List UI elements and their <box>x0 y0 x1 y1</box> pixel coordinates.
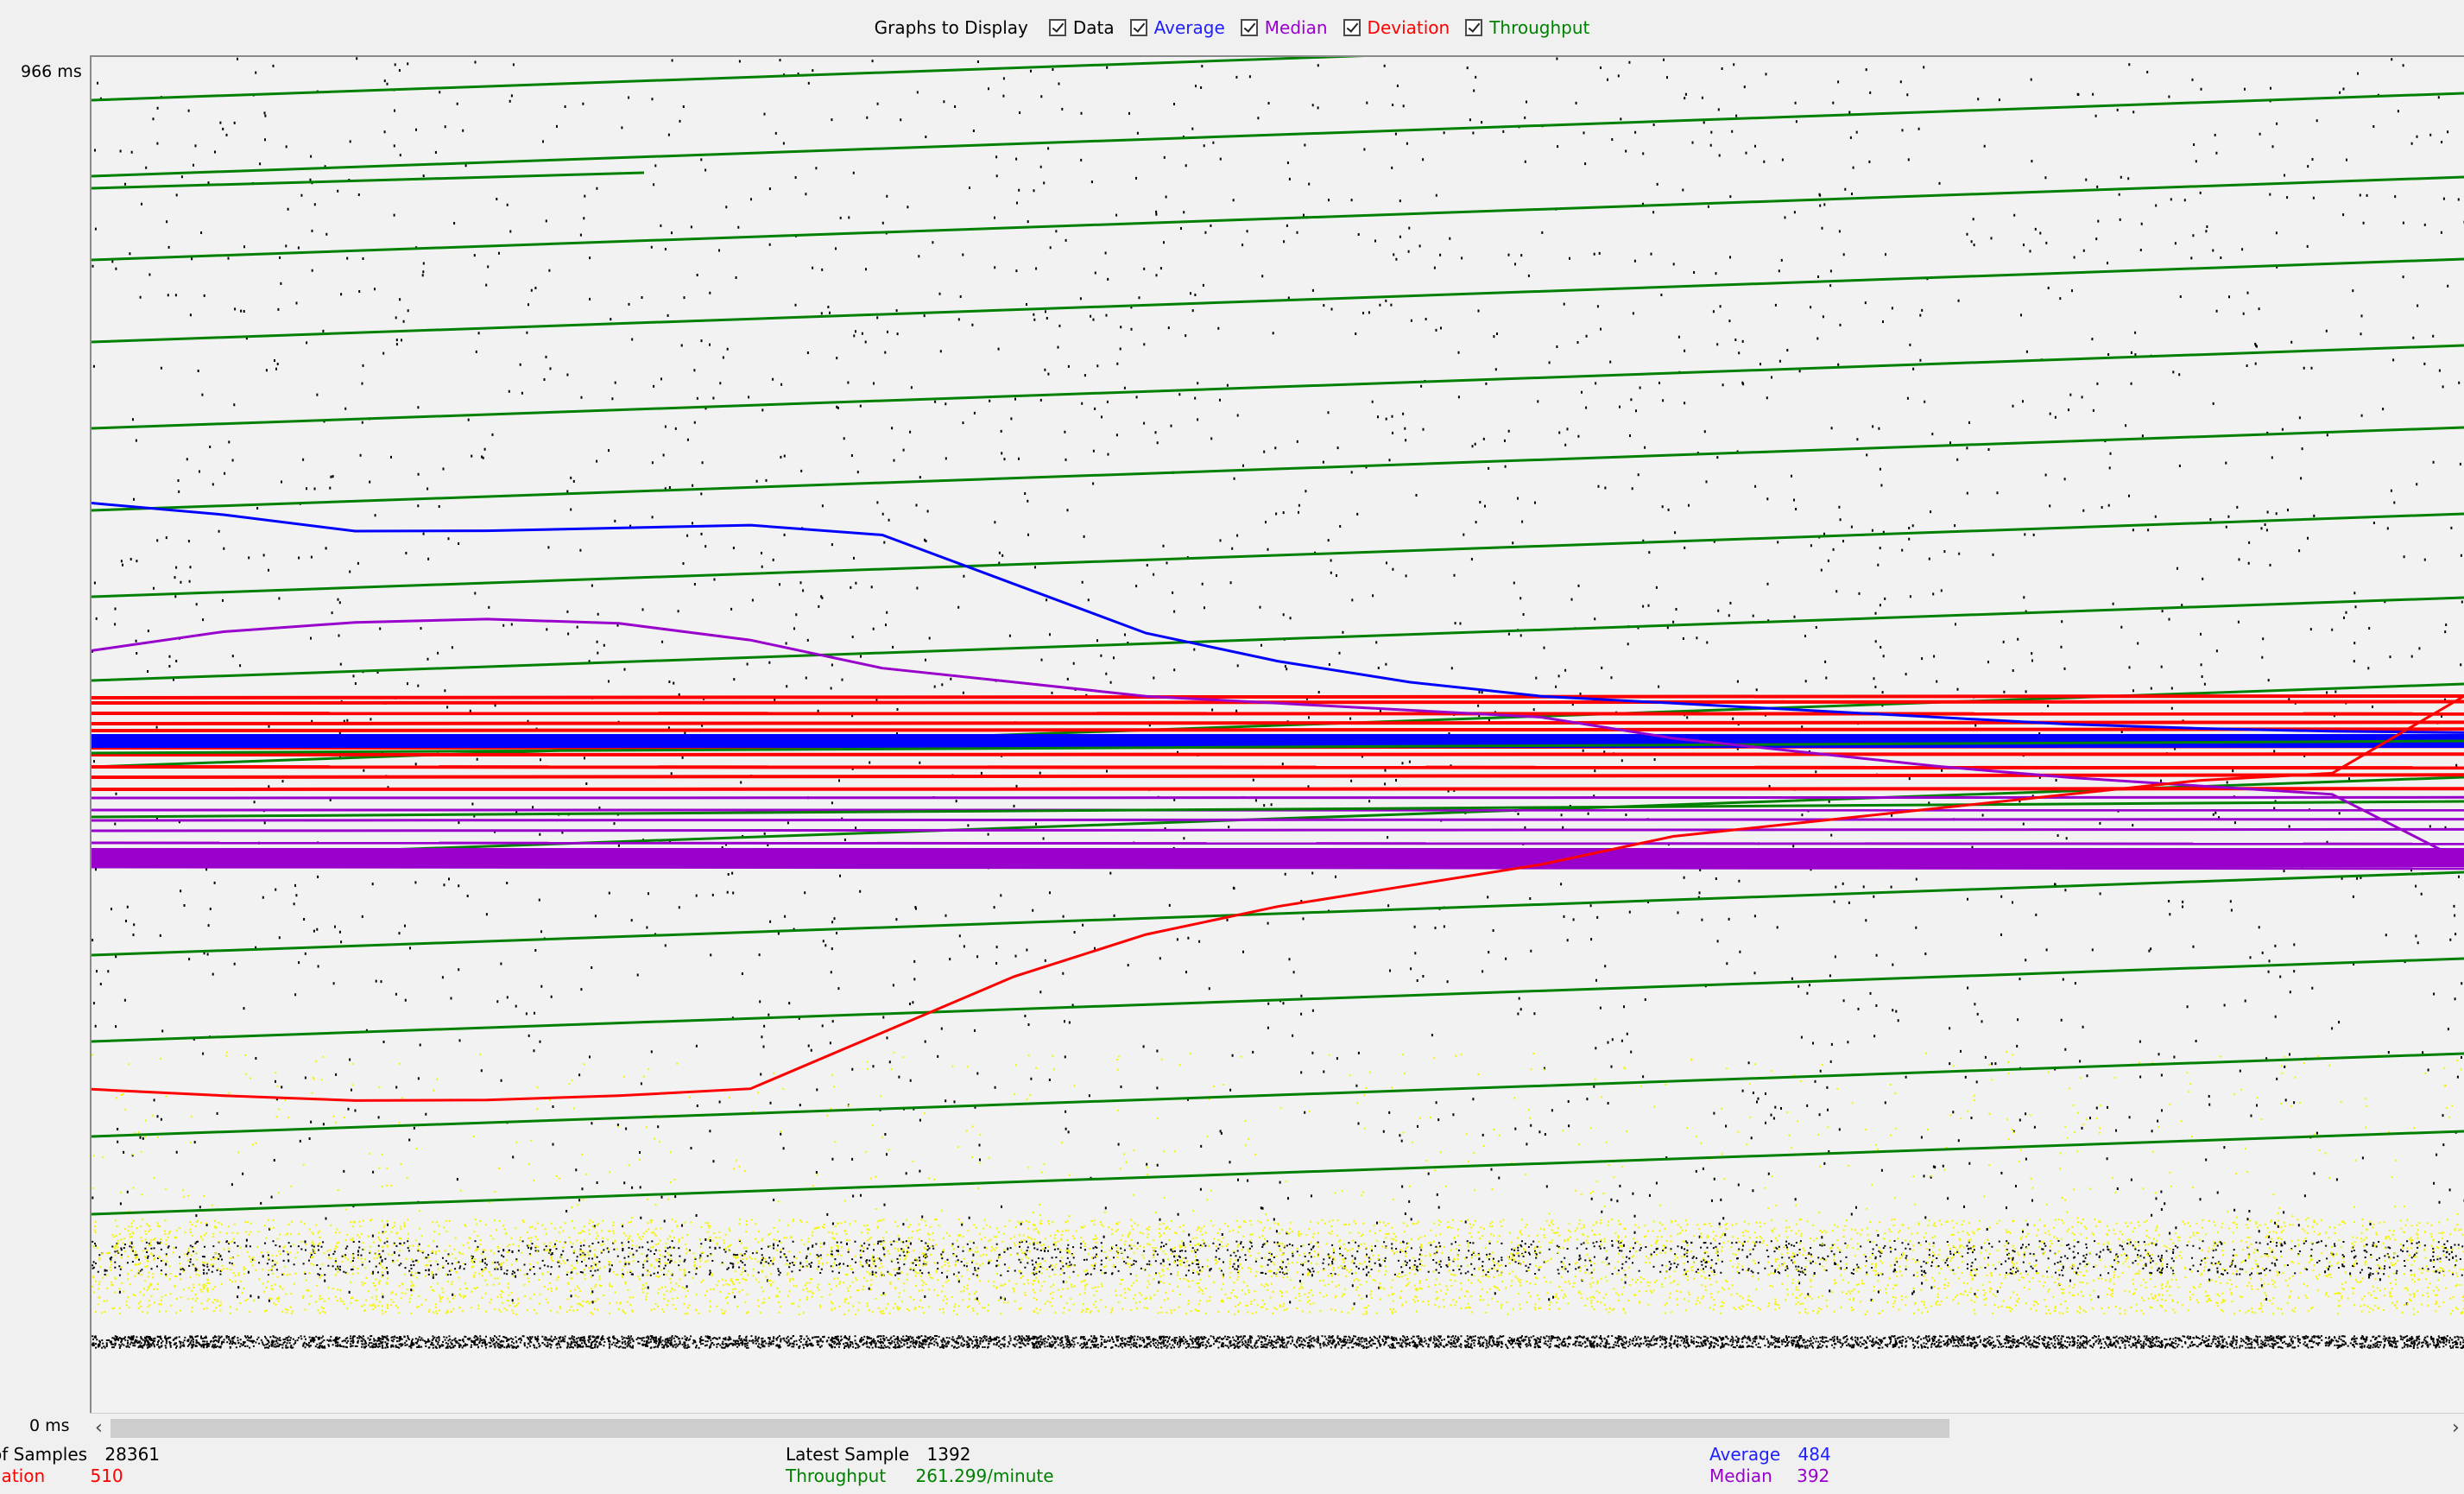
deviation-band-line <box>92 752 2464 756</box>
samples-count-value: 28361 <box>104 1444 161 1465</box>
median-band-line <box>92 841 2464 845</box>
throughput-checkbox-label: Throughput <box>1489 17 1590 38</box>
throughput-line <box>92 512 2464 598</box>
median-checkbox-label: Median <box>1264 17 1328 38</box>
median-status: Median 392 <box>1709 1466 1829 1486</box>
latest-sample-value: 1392 <box>926 1444 971 1465</box>
deviation-checkbox[interactable] <box>1343 19 1361 36</box>
deviation-series-line <box>92 694 2464 1102</box>
throughput-line <box>92 92 2464 178</box>
throughput-line <box>92 596 2464 682</box>
deviation-status-label: iation <box>0 1466 46 1486</box>
throughput-line <box>92 1052 2464 1138</box>
throughput-line <box>92 57 1365 102</box>
median-status-label: Median <box>1709 1466 1772 1486</box>
throughput-status-value: 261.299/minute <box>915 1466 1054 1486</box>
throughput-status-label: Throughput <box>786 1466 887 1486</box>
y-axis-min-label: 0 ms <box>29 1416 70 1435</box>
deviation-band-line <box>92 712 2464 716</box>
scroll-right-arrow-icon[interactable]: › <box>2452 1417 2460 1439</box>
throughput-status: Throughput 261.299/minute <box>786 1466 1054 1486</box>
latest-sample-label: Latest Sample <box>786 1444 910 1465</box>
throughput-checkbox[interactable] <box>1465 19 1483 36</box>
deviation-band-line <box>92 727 2464 732</box>
deviation-band-line <box>92 693 2464 700</box>
deviation-band-line <box>92 765 2464 770</box>
y-axis-max-label: 966 ms <box>21 62 82 81</box>
average-checkbox-label: Average <box>1153 17 1225 38</box>
average-status-label: Average <box>1709 1444 1781 1465</box>
samples-count-label: of Samples <box>0 1444 88 1465</box>
samples-count-status: of Samples 28361 <box>0 1444 160 1465</box>
throughput-line <box>92 344 2464 430</box>
throughput-line <box>92 257 2464 344</box>
average-status-value: 484 <box>1797 1444 1831 1465</box>
deviation-band-line <box>92 787 2464 791</box>
throughput-line <box>92 957 2464 1043</box>
average-status: Average 484 <box>1709 1444 1831 1465</box>
throughput-line <box>92 739 2464 755</box>
results-graph <box>92 57 2464 1349</box>
deviation-checkbox-option[interactable]: Deviation <box>1343 17 1450 38</box>
data-checkbox[interactable] <box>1048 19 1066 36</box>
latest-sample-status: Latest Sample 1392 <box>786 1444 970 1465</box>
deviation-band-line <box>92 720 2464 725</box>
deviation-band-line <box>92 773 2464 779</box>
throughput-line <box>92 175 2464 262</box>
median-series-line <box>92 617 2464 864</box>
graphs-to-display-bar: Graphs to Display Data Average Median De… <box>0 0 2464 55</box>
median-band-line <box>92 865 2464 870</box>
data-checkbox-label: Data <box>1072 17 1115 38</box>
throughput-checkbox-option[interactable]: Throughput <box>1465 17 1589 38</box>
median-band-line <box>92 795 2464 800</box>
graphs-to-display-label: Graphs to Display <box>874 17 1028 38</box>
scroll-left-arrow-icon[interactable]: ‹ <box>95 1417 103 1439</box>
horizontal-scrollbar[interactable]: ‹ › <box>90 1413 2464 1443</box>
deviation-checkbox-label: Deviation <box>1367 17 1450 38</box>
median-band-block <box>92 848 2464 867</box>
average-checkbox-option[interactable]: Average <box>1129 17 1225 38</box>
average-series-line <box>92 502 2464 734</box>
median-status-value: 392 <box>1797 1466 1830 1486</box>
throughput-line <box>92 171 645 190</box>
throughput-line <box>92 426 2464 512</box>
median-band-line <box>92 827 2464 832</box>
throughput-line <box>92 1130 2464 1216</box>
median-checkbox[interactable] <box>1240 19 1258 36</box>
deviation-status: iation 510 <box>0 1466 123 1486</box>
scrollbar-thumb[interactable] <box>111 1419 1949 1438</box>
deviation-status-value: 510 <box>90 1466 123 1486</box>
data-checkbox-option[interactable]: Data <box>1048 17 1115 38</box>
median-checkbox-option[interactable]: Median <box>1240 17 1328 38</box>
throughput-line <box>92 870 2464 957</box>
average-checkbox[interactable] <box>1129 19 1147 36</box>
throughput-line <box>92 800 2464 819</box>
